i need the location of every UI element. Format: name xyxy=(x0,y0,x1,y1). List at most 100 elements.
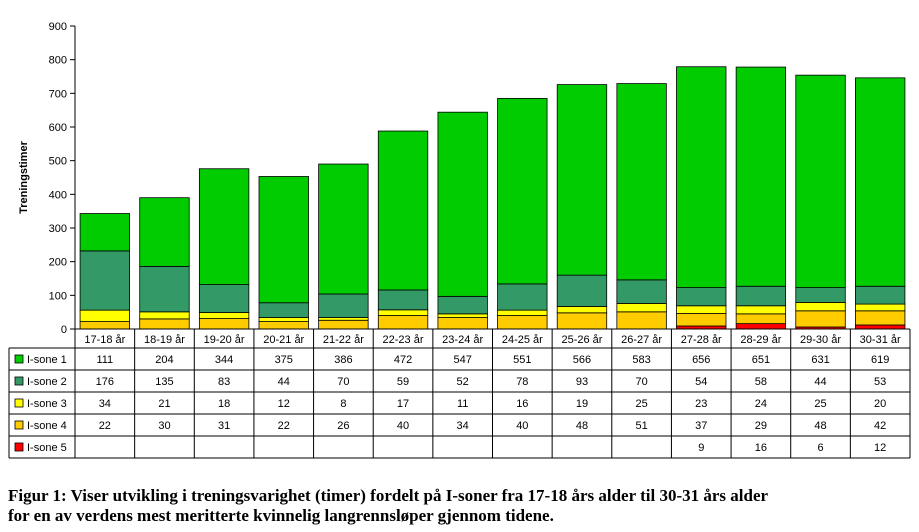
bar-segment xyxy=(318,319,369,330)
x-tick-label: 25-26 år xyxy=(561,334,602,346)
data-table-value: 344 xyxy=(215,354,233,366)
bar-segment xyxy=(676,313,727,327)
bar-segment xyxy=(139,197,190,267)
bar-segment xyxy=(556,84,608,276)
data-table-value: 547 xyxy=(453,354,471,366)
bar-segment xyxy=(139,311,190,320)
data-table-value: 44 xyxy=(278,376,290,388)
data-table-value: 78 xyxy=(516,376,528,388)
data-table-value: 51 xyxy=(635,420,647,432)
legend-label: I-sone 3 xyxy=(27,398,67,410)
bar-segment xyxy=(79,213,130,252)
bar-segment xyxy=(377,309,429,316)
x-tick-label: 17-18 år xyxy=(84,334,125,346)
data-table-value: 6 xyxy=(817,442,823,454)
bar-segment xyxy=(198,318,250,330)
data-table-value: 204 xyxy=(155,354,173,366)
bar-segment xyxy=(258,317,309,322)
data-table-value: 566 xyxy=(573,354,591,366)
data-table-value: 70 xyxy=(337,376,349,388)
y-tick-label: 400 xyxy=(49,189,67,201)
bar-segment xyxy=(855,310,906,326)
bar-segment xyxy=(795,310,846,328)
bar-segment xyxy=(735,323,787,330)
y-tick-label: 500 xyxy=(49,156,67,168)
bar-segment xyxy=(795,287,846,303)
caption-line-1: Figur 1: Viser utvikling i treningsvarig… xyxy=(8,486,769,505)
data-table-value: 17 xyxy=(397,398,409,410)
y-tick-label: 600 xyxy=(49,122,67,134)
data-table-value: 20 xyxy=(874,398,886,410)
data-table-value: 83 xyxy=(218,376,230,388)
bar-segment xyxy=(198,312,250,319)
data-table-value: 93 xyxy=(576,376,588,388)
bar-segment xyxy=(556,312,608,330)
data-table-value: 48 xyxy=(576,420,588,432)
bar-segment xyxy=(377,289,429,311)
data-table-value: 551 xyxy=(513,354,531,366)
bar-segment xyxy=(735,66,787,287)
data-table-value: 44 xyxy=(814,376,826,388)
data-table-value: 16 xyxy=(755,442,767,454)
bar-segment xyxy=(497,283,548,311)
bar-segment xyxy=(437,313,488,318)
bar-segment xyxy=(616,279,667,304)
x-tick-label: 26-27 år xyxy=(621,334,662,346)
data-table-value: 53 xyxy=(874,376,886,388)
x-tick-label: 19-20 år xyxy=(204,334,245,346)
data-table-value: 583 xyxy=(632,354,650,366)
bar-segment xyxy=(735,305,787,315)
data-table-value: 54 xyxy=(695,376,707,388)
bar-segment xyxy=(198,168,250,285)
y-tick-label: 200 xyxy=(49,257,67,269)
bar-segment xyxy=(735,313,787,325)
bar-segment xyxy=(616,303,667,313)
data-table-value: 40 xyxy=(397,420,409,432)
data-table-value: 31 xyxy=(218,420,230,432)
data-table-value: 111 xyxy=(96,354,113,366)
data-table-value: 37 xyxy=(695,420,707,432)
bar-segment xyxy=(616,83,667,281)
data-table-value: 22 xyxy=(99,420,111,432)
data-table-value: 631 xyxy=(811,354,829,366)
data-table-value: 16 xyxy=(516,398,528,410)
bar-segment xyxy=(556,306,608,314)
bar-segment xyxy=(497,97,548,285)
data-table-value: 12 xyxy=(278,398,290,410)
bar-segment xyxy=(139,265,190,313)
bar-segment xyxy=(258,321,309,330)
bar-segment xyxy=(258,176,309,304)
data-table-value: 651 xyxy=(752,354,770,366)
y-tick-label: 800 xyxy=(49,55,67,67)
bar-segment xyxy=(318,293,369,318)
data-table-value: 11 xyxy=(457,398,468,410)
data-table-value: 30 xyxy=(158,420,170,432)
legend-swatch xyxy=(14,398,24,408)
data-table-value: 42 xyxy=(874,420,886,432)
y-axis-title: Treningstimer xyxy=(18,140,30,213)
bar-segment xyxy=(855,285,906,305)
data-table-value: 9 xyxy=(698,442,704,454)
bar-segment xyxy=(139,318,190,330)
legend-swatch xyxy=(14,354,24,364)
data-table-value: 22 xyxy=(278,420,290,432)
y-tick-label: 0 xyxy=(61,324,67,336)
bar-segment xyxy=(497,309,548,316)
y-tick-label: 100 xyxy=(49,290,67,302)
x-tick-label: 22-23 år xyxy=(383,334,424,346)
data-table-value: 12 xyxy=(874,442,886,454)
x-tick-label: 29-30 år xyxy=(800,334,841,346)
bar-segment xyxy=(318,317,369,321)
y-tick-label: 700 xyxy=(49,88,67,100)
legend-label: I-sone 1 xyxy=(27,354,67,366)
legend-label: I-sone 4 xyxy=(27,420,67,432)
bar-segment xyxy=(318,163,369,295)
bar-segment xyxy=(79,321,130,330)
data-table-value: 472 xyxy=(394,354,412,366)
data-table-value: 176 xyxy=(96,376,114,388)
data-table-value: 21 xyxy=(158,398,170,410)
bar-segment xyxy=(676,305,727,314)
bar-segment xyxy=(735,285,787,307)
bar-segment xyxy=(377,315,429,330)
data-table-value: 70 xyxy=(635,376,647,388)
